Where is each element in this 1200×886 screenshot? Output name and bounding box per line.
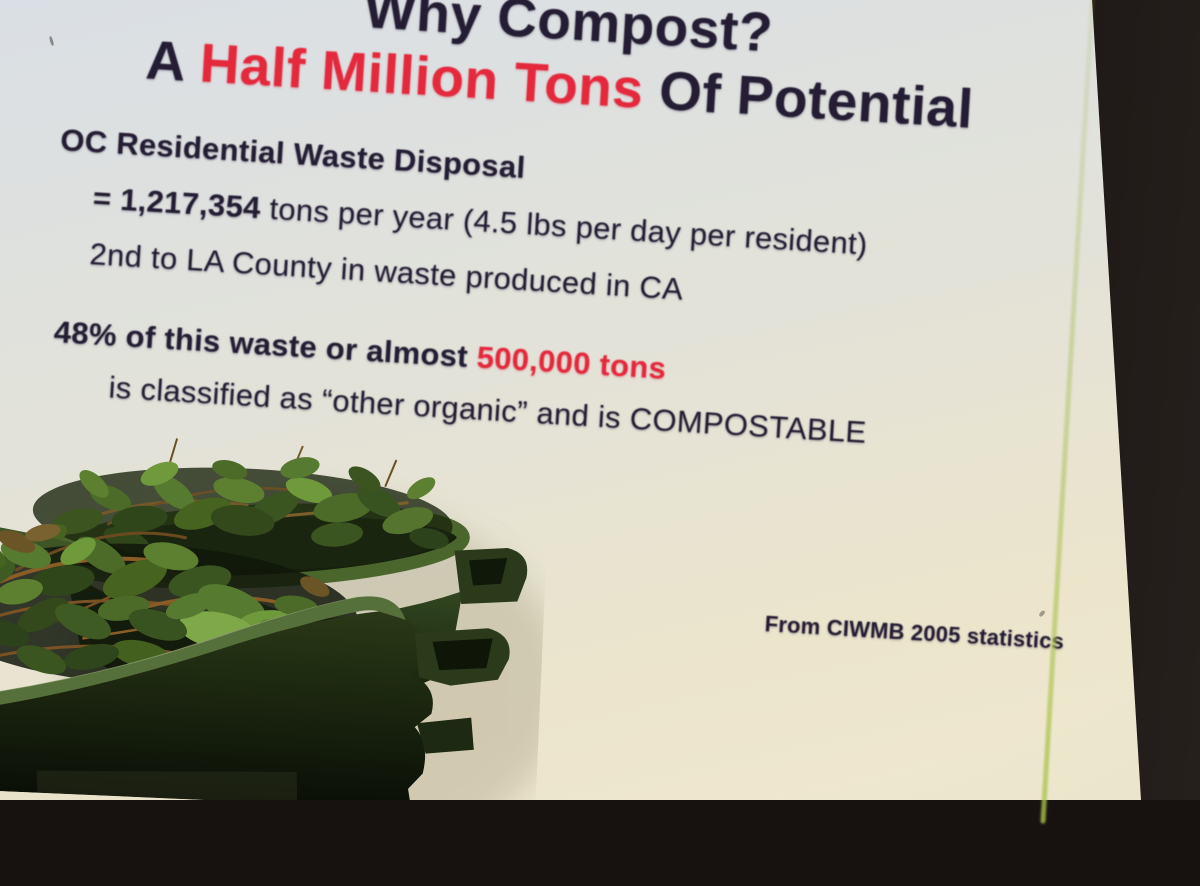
bins-illustration [0,438,566,800]
subtitle-prefix: A [144,28,202,94]
stats-rank-line: 2nd to LA County in waste produced in CA [88,236,685,307]
organic-tons-red: 500,000 tons [475,339,668,386]
stats-heading: OC Residential Waste Disposal [59,122,527,185]
projector-photo: Why Compost? A Half Million Tons Of Pote… [0,0,1200,824]
organic-lead-bold: 48% of this waste or almost [52,314,478,375]
projection-screen: Why Compost? A Half Million Tons Of Pote… [0,0,1141,800]
front-bin [0,523,510,800]
stats-amount-bold: = 1,217,354 [92,180,262,226]
green-waste-bins-photo [0,422,566,800]
source-note: From CIWMB 2005 statistics [764,611,1065,655]
